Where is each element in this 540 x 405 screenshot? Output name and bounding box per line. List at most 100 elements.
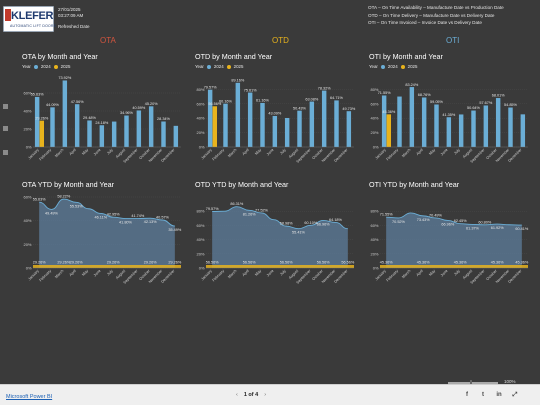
data-label-2025: 29.26% [168, 261, 182, 265]
legend-label: Year [22, 64, 31, 69]
table-icon[interactable] [3, 150, 8, 155]
bar-2024 [458, 114, 464, 147]
area-2025 [206, 265, 354, 268]
data-label-2025: 45.36% [515, 261, 529, 265]
bar-2024 [62, 80, 68, 147]
x-tick-label: August [288, 147, 300, 159]
data-label-2024: 41.74% [131, 214, 145, 218]
twitter-share-icon[interactable]: t [482, 392, 484, 398]
zoom-handle[interactable] [470, 380, 472, 386]
y-tick-label: 60% [196, 101, 204, 106]
data-label-2024: 41.80% [119, 221, 133, 225]
x-tick-label: June [266, 148, 275, 157]
data-label-2024: 61.16% [256, 99, 270, 103]
area-2025 [33, 265, 181, 268]
bar-2024 [148, 106, 154, 147]
bar-2024 [207, 89, 213, 147]
y-tick-label: 0% [26, 266, 32, 271]
legend-oti-month: Year 2024 2025 [369, 64, 417, 69]
side-nav-rail [1, 42, 10, 182]
legend-2025[interactable]: 2025 [407, 64, 418, 69]
bar-2024 [173, 125, 179, 147]
data-label-2024: 63.08% [305, 97, 319, 101]
data-label-2024: 78.32% [318, 86, 332, 90]
bar-2024 [284, 117, 290, 147]
x-tick-label: August [115, 147, 127, 159]
data-label-2025: 56.56% [317, 261, 331, 265]
legend-2024[interactable]: 2024 [387, 64, 398, 69]
klefer-logo: KLEFER AUTOMATIC LIFT DOORS [3, 6, 56, 32]
legend-2024[interactable]: 2024 [40, 64, 51, 69]
bar-2024 [520, 114, 526, 147]
x-tick-label: August [462, 268, 474, 280]
x-tick-label: July [106, 148, 114, 156]
legend-dot-2024 [206, 64, 211, 69]
powerbi-link[interactable]: Microsoft Power BI [6, 394, 53, 400]
x-tick-label: February [39, 269, 53, 283]
data-label-2025: 56.56% [208, 102, 222, 106]
data-label-2025: 56.56% [280, 261, 294, 265]
data-label-2025: 29.26% [107, 261, 121, 265]
x-tick-label: April [69, 269, 77, 277]
data-label-2024: 60.16% [219, 99, 233, 103]
legend-otd-month: Year 2024 2025 [195, 64, 243, 69]
data-label-2024: 60.41% [515, 227, 529, 231]
data-label-2024: 66.96% [317, 222, 331, 226]
bar-2024 [50, 107, 55, 147]
definition-oti: OTI – On Time Invoiced – Invoice Date vs… [368, 20, 482, 26]
next-page-button[interactable]: › [264, 392, 267, 398]
x-tick-label: March [227, 148, 237, 158]
legend-2025[interactable]: 2025 [233, 64, 244, 69]
data-label-2024: 79.57% [206, 207, 220, 211]
data-label-2024: 64.18% [329, 218, 343, 222]
data-label-2024: 60.80% [478, 220, 492, 224]
bar-chart-icon[interactable] [3, 104, 8, 109]
data-label-2024: 49.73% [342, 107, 356, 111]
data-label-2024: 43.09% [268, 112, 282, 116]
linkedin-share-icon[interactable]: in [496, 392, 502, 398]
data-label-2024: 50.43% [293, 106, 307, 110]
x-tick-label: June [93, 269, 102, 278]
legend-2025[interactable]: 2025 [60, 64, 71, 69]
chart-title-ota-ytd: OTA YTD by Month and Year [22, 180, 115, 189]
bar-2024 [483, 105, 489, 147]
data-label-2024: 34.96% [120, 111, 134, 115]
refresh-time: 03:27:09 AM [58, 13, 84, 18]
x-tick-label: August [115, 268, 127, 280]
zoom-slider[interactable] [448, 380, 498, 386]
data-label-2025: 29.26% [57, 261, 71, 265]
section-otd: OTD [272, 36, 289, 45]
bar-2024 [409, 87, 415, 147]
data-label-2024: 55.53% [70, 204, 84, 208]
x-tick-label: May [254, 148, 262, 156]
data-label-2024: 45.20% [145, 102, 159, 106]
fullscreen-icon[interactable]: ⤢ [512, 392, 518, 398]
pager: ‹ 1 of 4 › [236, 392, 266, 398]
data-label-2024: 57.67% [479, 101, 493, 105]
prev-page-button[interactable]: ‹ [236, 392, 238, 398]
bar-2024 [161, 121, 166, 147]
facebook-share-icon[interactable]: f [466, 392, 468, 398]
definition-otd: OTD – On Time Delivery – Manufacture Dat… [368, 12, 495, 18]
kpi-definitions: OTA – On Time Availability – Manufacture… [368, 4, 504, 27]
data-label-2024: 77.52% [255, 208, 269, 212]
data-label-2024: 62.45% [454, 219, 468, 223]
data-label-2024: 61.37% [466, 226, 480, 230]
page-indicator: 1 of 4 [243, 392, 259, 398]
bar-2024 [99, 125, 105, 147]
data-label-2024: 47.56% [71, 100, 85, 104]
y-tick-label: 60% [23, 195, 31, 200]
legend-2024[interactable]: 2024 [213, 64, 224, 69]
line-2024 [386, 212, 522, 226]
y-tick-label: 0% [373, 266, 379, 271]
y-tick-label: 0% [373, 145, 379, 150]
line-chart-icon[interactable] [3, 126, 8, 131]
legend-dot-2025 [53, 64, 58, 69]
bar-2024 [111, 121, 117, 147]
